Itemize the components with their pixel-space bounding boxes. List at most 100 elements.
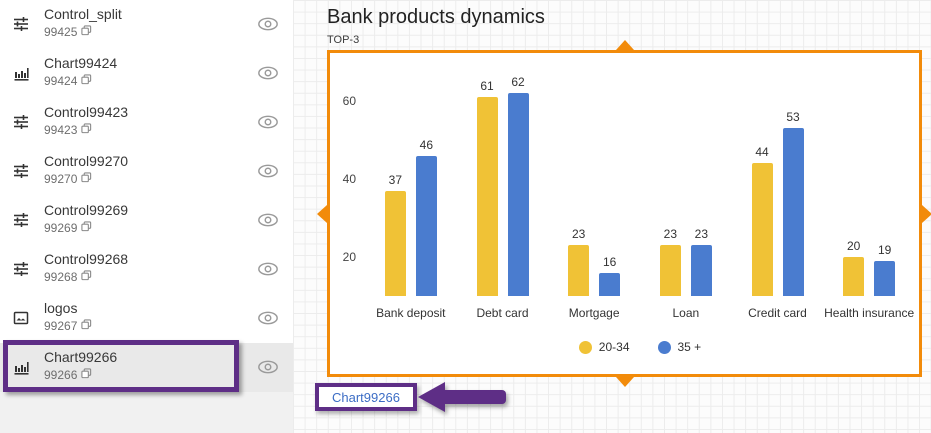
sidebar-footer-area [0,392,293,433]
eye-visibility-icon[interactable] [257,259,279,279]
chart-widget-selected[interactable]: 20 40 60 37 46 61 62 23 16 23 23 44 53 20 19 Bank dep… [317,40,931,387]
bar-20-34-loan [659,245,681,296]
sliders-icon [12,211,30,229]
dashboard-canvas[interactable]: Bank products dynamics TOP-3 20 40 60 37 46… [293,0,931,433]
bar-value-label: 19 [877,243,892,257]
eye-visibility-icon[interactable] [257,357,279,377]
bar-chart-icon [12,64,30,82]
sliders-icon [12,15,30,33]
sidebar-item-chart99266[interactable]: Chart99266 99266 [0,343,293,392]
bar-20-34-credit-card [751,163,773,296]
legend-item-35+[interactable]: 35 + [657,340,702,354]
chart-title: Bank products dynamics [327,6,545,28]
image-icon [12,309,30,327]
sliders-icon [12,162,30,180]
widget-id: 99425 [44,25,78,39]
bar-value-label: 23 [571,227,586,241]
widget-name: Control99268 [44,251,129,267]
legend-label: 20-34 [598,340,630,354]
bar-value-label: 20 [846,239,861,253]
widget-id-label-text: Chart99266 [332,389,400,405]
copy-icon[interactable] [81,74,92,88]
sidebar-item-logos[interactable]: logos 99267 [0,294,293,343]
sliders-icon [12,260,30,278]
bar-20-34-health-insurance [843,257,865,296]
eye-visibility-icon[interactable] [257,308,279,328]
widget-id: 99266 [44,368,78,382]
eye-visibility-icon[interactable] [257,210,279,230]
bar-20-34-debt-card [476,97,498,296]
legend-item-20-34[interactable]: 20-34 [578,340,630,354]
widget-id: 99267 [44,319,78,333]
bar-35 +-health-insurance [874,261,896,296]
copy-icon[interactable] [81,25,92,39]
chart-legend: 20-34 35 + [365,340,915,354]
copy-icon[interactable] [81,123,92,137]
widget-id-label[interactable]: Chart99266 [315,383,417,411]
sidebar-item-control_split[interactable]: Control_split 99425 [0,0,293,49]
sidebar-item-control99269[interactable]: Control99269 99269 [0,196,293,245]
widget-name: Control_split [44,6,122,22]
bar-35 +-credit-card [782,128,804,296]
bar-chart-icon [12,358,30,376]
resize-handle-right[interactable] [922,204,931,223]
widget-name: Control99270 [44,153,129,169]
arrow-head-icon [418,382,445,412]
bar-value-label: 23 [694,227,708,241]
y-tick-label: 60 [342,94,356,108]
category-label-debt-card: Debt card [476,306,529,320]
resize-handle-top[interactable] [615,40,634,50]
widget-id: 99423 [44,123,78,137]
bar-value-label: 53 [786,110,800,124]
sidebar-item-control99423[interactable]: Control99423 99423 [0,98,293,147]
bar-35 +-debt-card [507,93,529,296]
bar-35 +-mortgage [599,273,621,296]
bar-value-label: 44 [755,145,769,159]
category-label-mortgage: Mortgage [568,306,620,320]
legend-dot-icon [578,340,592,354]
sliders-icon [12,113,30,131]
category-label-credit-card: Credit card [748,306,807,320]
bar-20-34-mortgage [568,245,590,296]
sidebar-item-chart99424[interactable]: Chart99424 99424 [0,49,293,98]
copy-icon[interactable] [81,172,92,186]
category-label-loan: Loan [672,306,700,320]
bar-35 +-bank-deposit [415,156,437,296]
bar-20-34-bank-deposit [384,191,406,296]
sidebar-item-control99268[interactable]: Control99268 99268 [0,245,293,294]
widget-list-sidebar: Control_split 99425 Chart99424 99424 Control… [0,0,293,433]
bar-value-label: 46 [419,138,433,152]
widget-name: Chart99424 [44,55,118,71]
widget-name: logos [44,300,78,316]
copy-icon[interactable] [81,319,92,333]
bar-value-label: 37 [388,173,402,187]
category-label-health-insurance: Health insurance [824,306,915,320]
copy-icon[interactable] [81,368,92,382]
widget-id: 99270 [44,172,78,186]
arrow-shaft [444,390,506,404]
bar-35 +-loan [690,245,712,296]
bar-value-label: 61 [480,79,494,93]
widget-id: 99269 [44,221,78,235]
eye-visibility-icon[interactable] [257,112,279,132]
y-tick-label: 40 [342,172,356,186]
chart-subtitle: TOP-3 [327,34,360,46]
resize-handle-bottom[interactable] [615,377,634,387]
resize-handle-left[interactable] [317,204,327,223]
eye-visibility-icon[interactable] [257,161,279,181]
eye-visibility-icon[interactable] [257,63,279,83]
sidebar-item-control99270[interactable]: Control99270 99270 [0,147,293,196]
bar-value-label: 62 [511,75,525,89]
y-tick-label: 20 [342,250,356,264]
legend-label: 35 + [677,340,702,354]
copy-icon[interactable] [81,270,92,284]
category-label-bank-deposit: Bank deposit [376,306,446,320]
eye-visibility-icon[interactable] [257,14,279,34]
legend-dot-icon [657,340,671,354]
widget-name: Chart99266 [44,349,118,365]
copy-icon[interactable] [81,221,92,235]
bar-value-label: 16 [602,255,617,269]
bar-value-label: 23 [663,227,677,241]
widget-name: Control99269 [44,202,129,218]
